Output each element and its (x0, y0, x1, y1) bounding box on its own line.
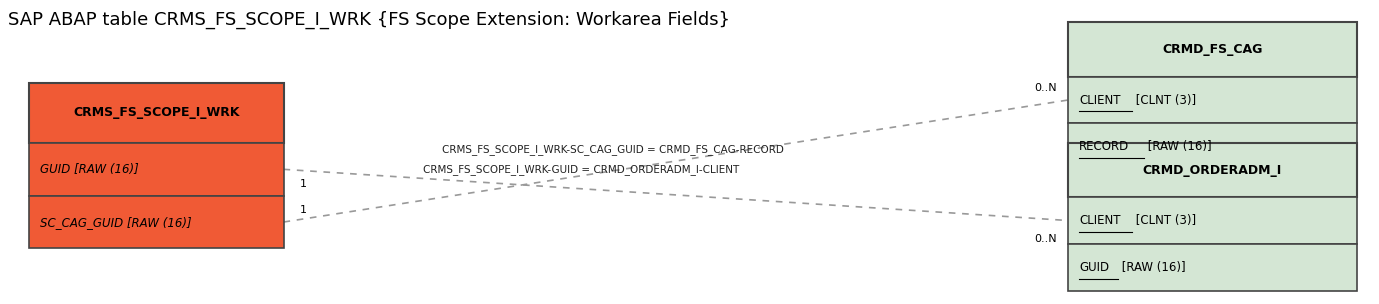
Text: CRMD_FS_CAG: CRMD_FS_CAG (1162, 43, 1263, 56)
Text: [RAW (16)]: [RAW (16)] (1118, 261, 1186, 274)
Bar (1067, 123, 1357, 170)
Bar (1067, 22, 1357, 77)
Bar (29, 196, 284, 248)
Text: CLIENT: CLIENT (1078, 94, 1121, 106)
Bar (29, 83, 284, 143)
Bar (1067, 143, 1357, 197)
Text: GUID: GUID (1078, 261, 1109, 274)
Text: 1: 1 (301, 205, 308, 215)
Bar (1067, 77, 1357, 123)
Bar (1067, 244, 1357, 291)
Text: [RAW (16)]: [RAW (16)] (1143, 140, 1211, 153)
Text: CRMD_ORDERADM_I: CRMD_ORDERADM_I (1143, 164, 1282, 177)
Text: [CLNT (3)]: [CLNT (3)] (1132, 94, 1197, 106)
Bar (29, 143, 284, 196)
Text: 0..N: 0..N (1034, 83, 1056, 93)
Text: SC_CAG_GUID [RAW (16)]: SC_CAG_GUID [RAW (16)] (40, 216, 192, 229)
Bar (1067, 197, 1357, 244)
Text: CRMS_FS_SCOPE_I_WRK: CRMS_FS_SCOPE_I_WRK (73, 106, 240, 119)
Text: 1: 1 (301, 179, 308, 189)
Text: SAP ABAP table CRMS_FS_SCOPE_I_WRK {FS Scope Extension: Workarea Fields}: SAP ABAP table CRMS_FS_SCOPE_I_WRK {FS S… (8, 10, 731, 29)
Text: CRMS_FS_SCOPE_I_WRK-SC_CAG_GUID = CRMD_FS_CAG-RECORD: CRMS_FS_SCOPE_I_WRK-SC_CAG_GUID = CRMD_F… (443, 144, 783, 155)
Text: CRMS_FS_SCOPE_I_WRK-GUID = CRMD_ORDERADM_I-CLIENT: CRMS_FS_SCOPE_I_WRK-GUID = CRMD_ORDERADM… (423, 164, 739, 175)
Text: GUID [RAW (16)]: GUID [RAW (16)] (40, 163, 139, 176)
Text: RECORD: RECORD (1078, 140, 1129, 153)
Text: [CLNT (3)]: [CLNT (3)] (1132, 214, 1197, 227)
Text: CLIENT: CLIENT (1078, 214, 1121, 227)
Text: 0..N: 0..N (1034, 233, 1056, 244)
